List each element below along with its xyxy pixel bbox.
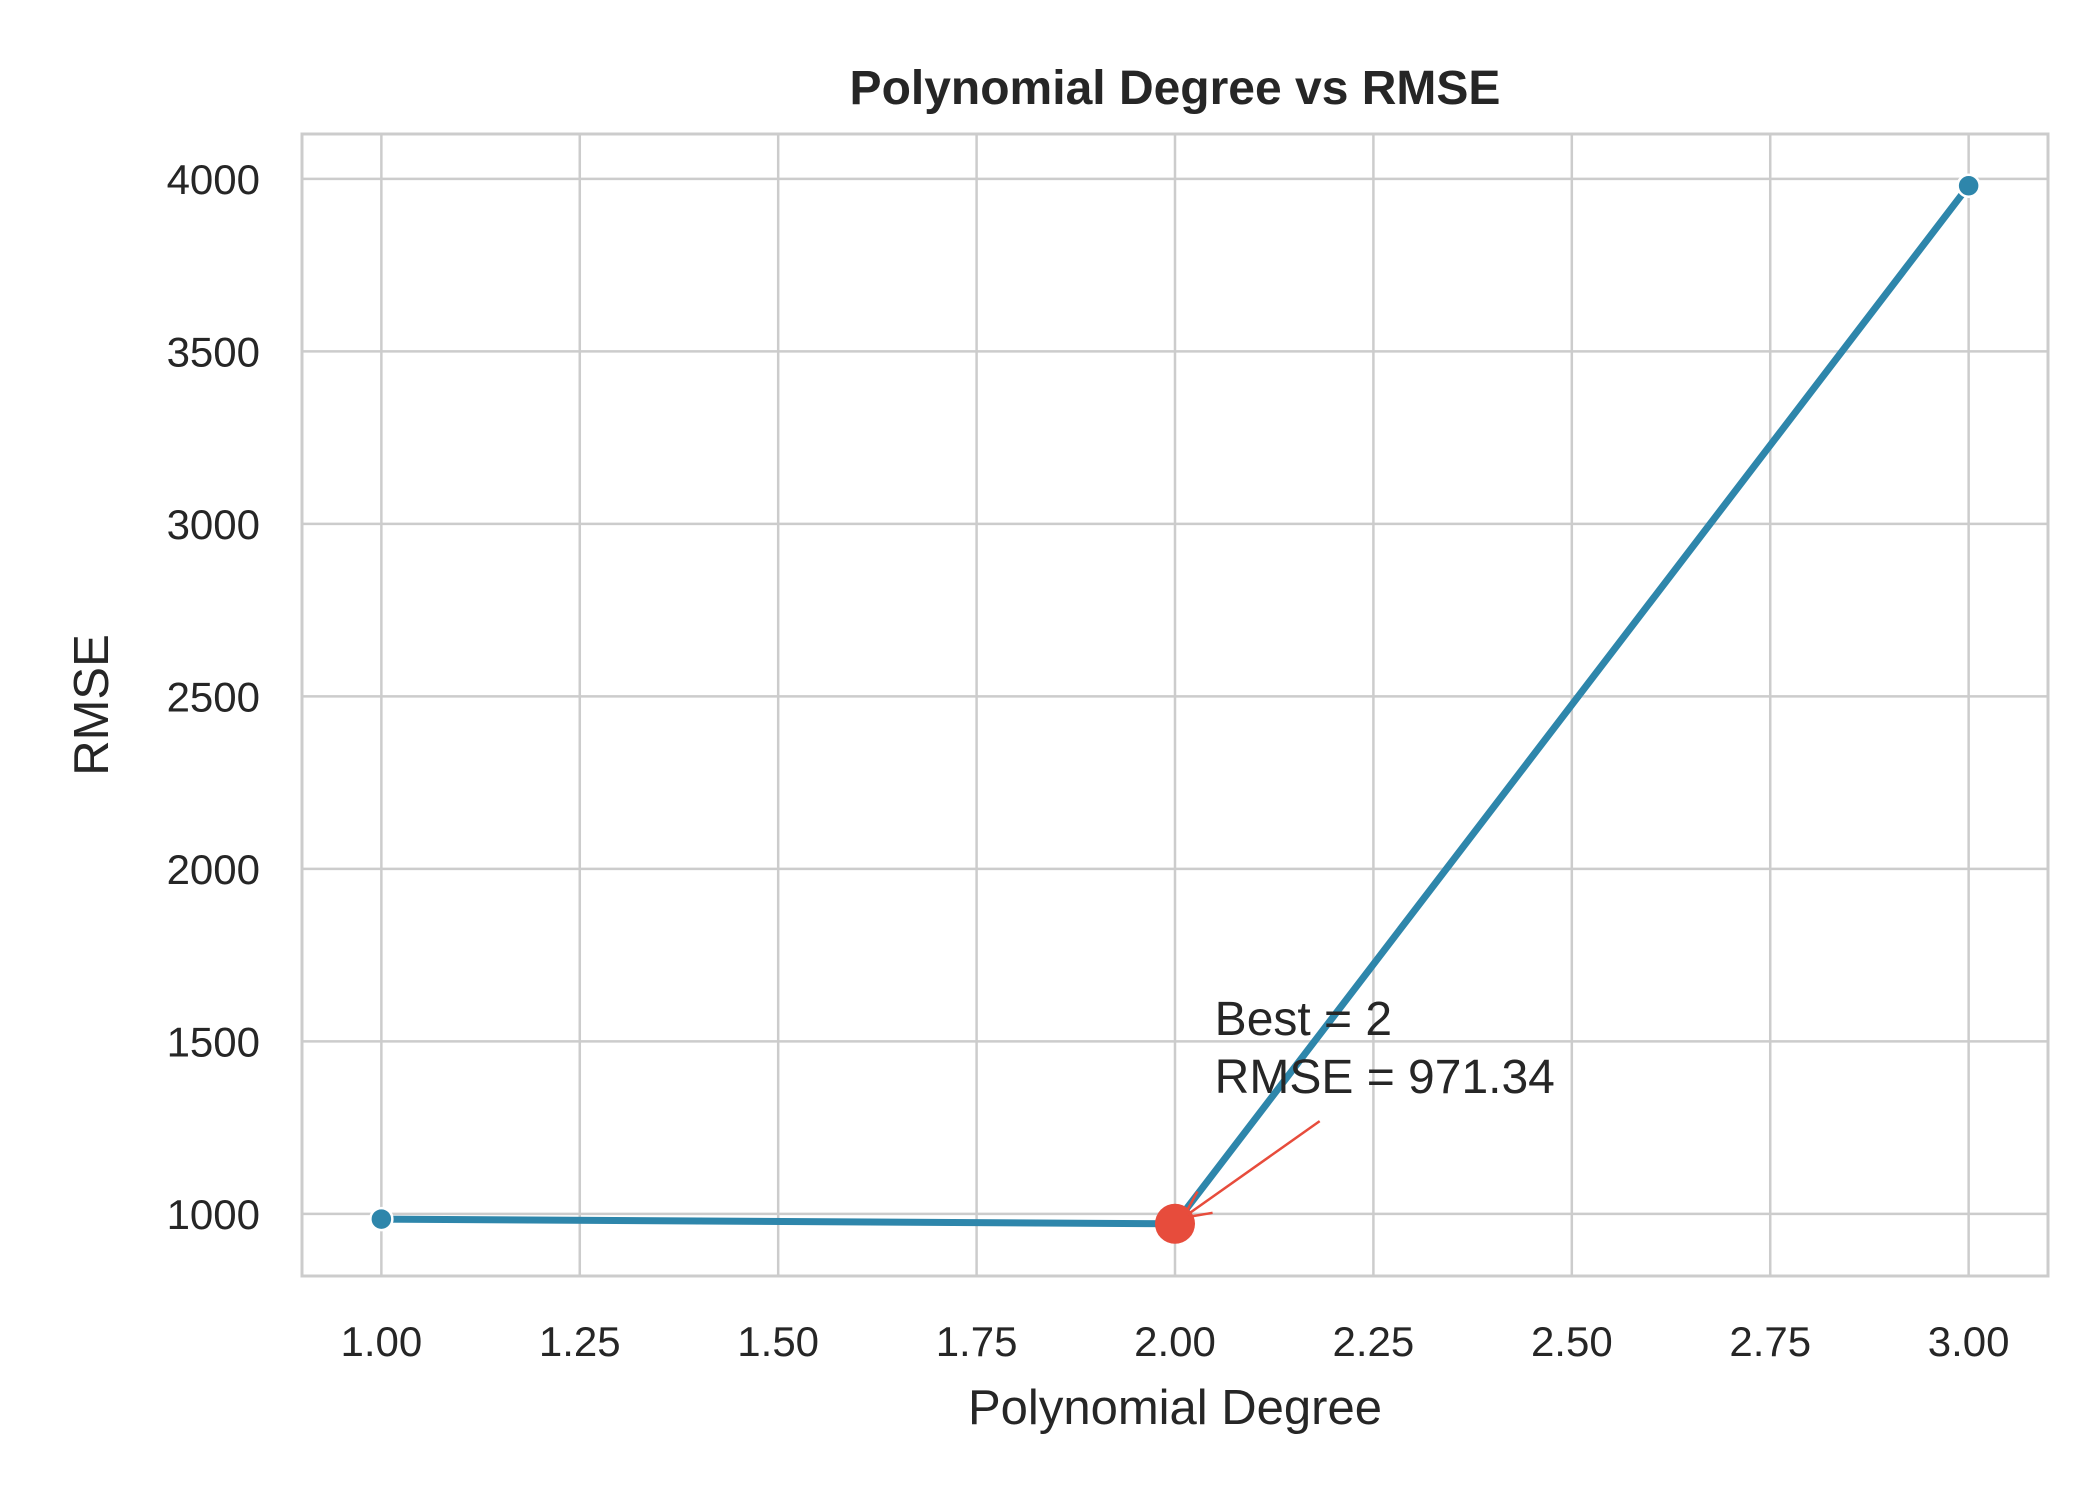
annotation-line: RMSE = 971.34 bbox=[1215, 1051, 1555, 1104]
x-tick-label: 1.50 bbox=[737, 1318, 819, 1365]
annotation-line: Best = 2 bbox=[1215, 993, 1392, 1046]
x-tick-label: 2.00 bbox=[1134, 1318, 1216, 1365]
x-tick-label: 2.75 bbox=[1729, 1318, 1811, 1365]
x-tick-label: 3.00 bbox=[1928, 1318, 2010, 1365]
x-tick-label: 1.00 bbox=[340, 1318, 422, 1365]
y-tick-label: 3000 bbox=[167, 501, 260, 548]
y-tick-label: 2000 bbox=[167, 846, 260, 893]
plot-frame bbox=[300, 132, 2050, 1278]
grid bbox=[302, 134, 2048, 1276]
x-tick-label: 1.25 bbox=[539, 1318, 621, 1365]
annotation-arrow bbox=[1182, 1120, 1321, 1219]
y-tick-label: 2500 bbox=[167, 673, 260, 720]
y-tick-label: 3500 bbox=[167, 328, 260, 375]
y-tick-labels: 1000 1500 2000 2500 3000 3500 4000 bbox=[167, 156, 260, 1238]
x-tick-labels: 1.00 1.25 1.50 1.75 2.00 2.25 2.50 2.75 3.00 bbox=[340, 1318, 2009, 1365]
x-tick-label: 2.50 bbox=[1531, 1318, 1613, 1365]
x-tick-label: 2.25 bbox=[1333, 1318, 1415, 1365]
best-point-marker bbox=[1155, 1203, 1195, 1244]
y-tick-label: 1500 bbox=[167, 1018, 260, 1065]
data-point bbox=[369, 1206, 394, 1232]
data-point bbox=[1956, 173, 1981, 199]
y-tick-label: 1000 bbox=[167, 1191, 260, 1238]
y-tick-label: 4000 bbox=[167, 156, 260, 203]
y-axis-label: RMSE bbox=[65, 634, 119, 776]
x-axis-label: Polynomial Degree bbox=[968, 1381, 1382, 1435]
chart-title: Polynomial Degree vs RMSE bbox=[850, 62, 1501, 115]
x-tick-label: 1.75 bbox=[936, 1318, 1018, 1365]
annotation-arrowhead bbox=[1180, 1190, 1213, 1220]
